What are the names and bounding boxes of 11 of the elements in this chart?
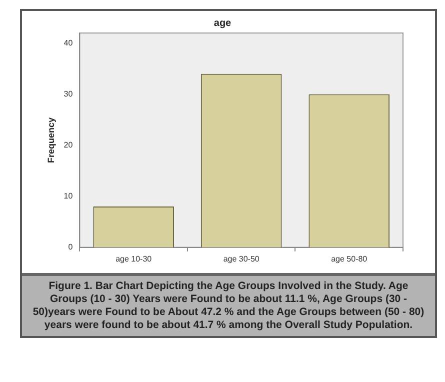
y-tick-label: 10 [64,192,74,201]
x-tick-label: age 10-30 [116,254,152,264]
x-tick-label: age 50-80 [331,254,368,264]
y-tick-label: 40 [64,38,74,48]
chart-title: age [214,18,232,29]
x-tick-label: age 30-50 [223,254,260,264]
y-tick-label: 0 [68,242,74,252]
y-tick-label: 30 [64,89,74,98]
y-axis-title: Frequency [46,117,56,163]
y-tick-label: 20 [64,140,74,150]
caption: Figure 1. Bar Chart Depicting the Age Groups Involved in the Study. Age Groups (10 - 30) Years were Found to be about 11.1 %, Age Groups (30 - 50)years were Found to be About 47.2 % and the Age Groups between (50 - 80) years were found to be about 41.7 % among the Overall Study Population. [32,280,425,332]
